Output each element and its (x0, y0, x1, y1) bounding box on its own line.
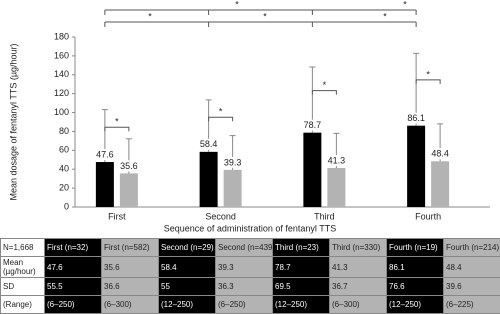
table-cell: 41.3 (329, 256, 387, 278)
table-cell: SD (0, 277, 45, 296)
table-cell: Second (n=439) (215, 238, 273, 257)
table-cell: 36.7 (329, 277, 387, 296)
annotation: * (323, 80, 327, 90)
value-label-bg (196, 138, 221, 150)
table-cell: Third (n=330) (329, 238, 387, 257)
table-row: Mean (µg/hour) 47.6 35.6 58.4 39.3 78.7 41.3 86… (0, 256, 500, 278)
x-axis-title: Sequence of administration of fentanyl T… (164, 223, 336, 233)
table-cell: Fourth (n=19) (386, 238, 444, 257)
bar (119, 173, 138, 207)
table-cell: (6–300) (329, 295, 387, 314)
y-axis-title: Mean dosage of fentanyl TTS (µg/hour) (8, 43, 18, 200)
bar (303, 132, 322, 207)
annotation: * (235, 0, 239, 9)
x-tick-label: First (108, 211, 126, 221)
table-cell: 36.3 (215, 277, 273, 296)
annotation: * (115, 117, 119, 127)
bracket (104, 126, 130, 132)
y-tick-label: 120 (54, 88, 69, 98)
table-cell: First (n=32) (44, 238, 102, 257)
x-tick-label: Third (314, 211, 335, 221)
table-cell: Second (n=29) (158, 238, 216, 257)
y-tick-label: 40 (59, 164, 69, 174)
value-label-bg (324, 154, 349, 166)
value-label-bg (300, 119, 325, 131)
value-label: 39.3 (224, 157, 242, 167)
value-label: 41.3 (328, 155, 346, 165)
table-cell: (6–225) (443, 295, 500, 314)
table-cell: 55 (158, 277, 216, 296)
bar (223, 169, 242, 207)
y-tick-label: 180 (54, 31, 69, 41)
value-label: 35.6 (120, 161, 138, 171)
table-cell: N=1,668 (0, 238, 45, 257)
value-label-bg (92, 149, 117, 161)
y-tick-label: 160 (54, 50, 69, 60)
y-tick-label: 140 (54, 69, 69, 79)
bar (407, 125, 426, 207)
table-cell: (6–250) (44, 295, 102, 314)
value-label-bg (404, 112, 429, 124)
table-cell: 55.5 (44, 277, 102, 296)
value-label: 86.1 (407, 113, 425, 123)
table-cell: 36.6 (101, 277, 159, 296)
chart: Sequence of administration of fentanyl T… (8, 0, 490, 233)
value-label: 47.6 (96, 149, 114, 159)
x-tick-label: Fourth (415, 211, 441, 221)
table-cell: (Range) (0, 295, 45, 314)
table-cell: Mean (µg/hour) (0, 256, 45, 278)
value-label: 48.4 (431, 149, 449, 159)
annotation: * (403, 0, 407, 9)
table-cell: 58.4 (158, 256, 216, 278)
annotation: * (426, 69, 430, 79)
y-tick-label: 20 (59, 182, 69, 192)
bar (95, 162, 114, 207)
table-cell: 35.6 (101, 256, 159, 278)
bracket (415, 79, 441, 84)
value-label: 58.4 (200, 139, 218, 149)
value-label-bg (116, 160, 141, 172)
data-table: N=1,668 First (n=32) First (n=582) Second (… (0, 238, 500, 314)
table-row: SD 55.5 36.6 55 36.3 69.5 36.7 76.6 39.6 (0, 277, 500, 296)
value-label-bg (220, 156, 245, 168)
table-cell: (12–250) (386, 295, 444, 314)
table-cell: (6–250) (215, 295, 273, 314)
value-label: 78.7 (304, 120, 322, 130)
table-cell: Third (n=23) (272, 238, 330, 257)
table-cell: (6–300) (101, 295, 159, 314)
annotation: * (383, 11, 387, 21)
bar (431, 161, 450, 207)
table-cell: 86.1 (386, 256, 444, 278)
value-label-bg (428, 148, 453, 160)
bracket (208, 116, 234, 122)
table-cell: First (n=582) (101, 238, 159, 257)
table-cell: 39.6 (443, 277, 500, 296)
table-cell: 47.6 (44, 256, 102, 278)
bar (199, 151, 218, 207)
table-cell: 76.6 (386, 277, 444, 296)
y-tick-label: 0 (64, 201, 69, 211)
table-cell: 48.4 (443, 256, 500, 278)
bar (327, 167, 346, 207)
table-cell: 78.7 (272, 256, 330, 278)
table-cell: Fourth (n=214) (443, 238, 500, 257)
bracket (311, 90, 337, 95)
y-tick-label: 100 (54, 107, 69, 117)
table-row: (Range) (6–250) (6–300) (12–250) (6–250) (12–… (0, 295, 500, 314)
table-cell: (12–250) (272, 295, 330, 314)
x-tick-label: Second (205, 211, 236, 221)
table-cell: (12–250) (158, 295, 216, 314)
table-cell: 39.3 (215, 256, 273, 278)
table-row: N=1,668 First (n=32) First (n=582) Second (… (0, 238, 500, 257)
y-tick-label: 80 (59, 126, 69, 136)
table-cell: 69.5 (272, 277, 330, 296)
y-tick-label: 60 (59, 145, 69, 155)
annotation: * (148, 11, 152, 21)
annotation: * (263, 11, 267, 21)
annotation: * (219, 107, 223, 117)
